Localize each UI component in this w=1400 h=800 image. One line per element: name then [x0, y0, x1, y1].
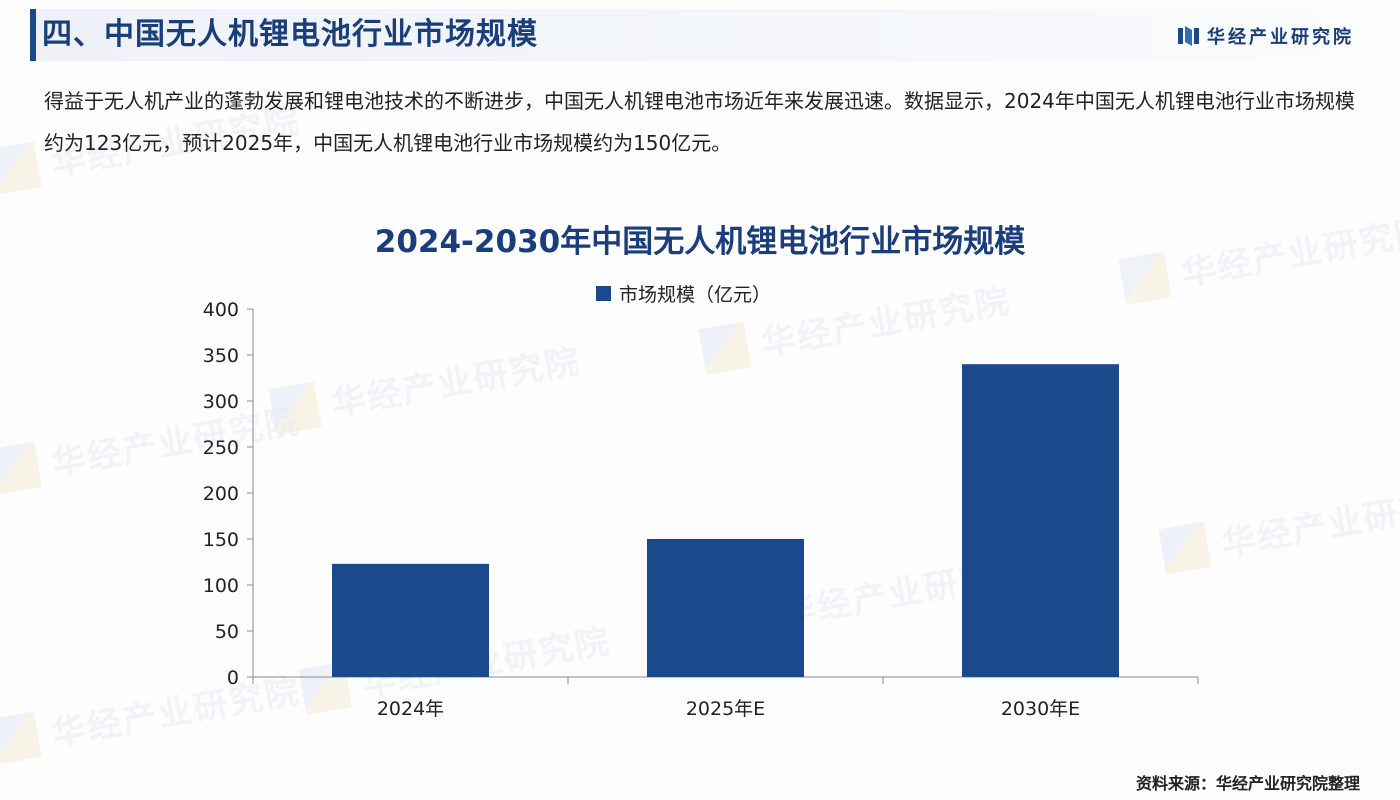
bar: [647, 539, 804, 677]
header-accent-bar: [30, 9, 36, 61]
bar: [962, 364, 1119, 677]
bar: [332, 563, 489, 677]
y-tick-label: 300: [203, 391, 239, 413]
y-tick-label: 150: [203, 529, 239, 551]
header-bar: 四、中国无人机锂电池行业市场规模 华经产业研究院: [30, 9, 1370, 61]
y-tick-label: 350: [203, 345, 239, 367]
y-tick-label: 0: [227, 667, 239, 689]
chart-title: 2024-2030年中国无人机锂电池行业市场规模: [374, 224, 1026, 260]
y-tick-label: 100: [203, 575, 239, 597]
brand-name: 华经产业研究院: [1207, 27, 1354, 48]
chart-legend: 市场规模（亿元）: [596, 281, 772, 306]
y-tick-label: 400: [203, 299, 239, 321]
legend-label: 市场规模（亿元）: [619, 283, 772, 306]
x-tick-label: 2025年E: [686, 698, 765, 720]
x-tick-label: 2030年E: [1001, 698, 1080, 720]
y-tick-label: 200: [203, 483, 239, 505]
source-note: 资料来源：华经产业研究院整理: [1135, 774, 1360, 793]
y-tick-label: 250: [203, 437, 239, 459]
section-title: 四、中国无人机锂电池行业市场规模: [42, 17, 538, 52]
intro-paragraph: 得益于无人机产业的蓬勃发展和锂电池技术的不断进步，中国无人机锂电池市场近年来发展…: [44, 89, 1355, 155]
legend-swatch: [596, 285, 611, 301]
y-tick-label: 50: [215, 621, 239, 643]
x-tick-label: 2024年: [377, 698, 444, 720]
brand-logo-icon: [1178, 26, 1199, 46]
brand: 华经产业研究院: [1177, 23, 1354, 49]
